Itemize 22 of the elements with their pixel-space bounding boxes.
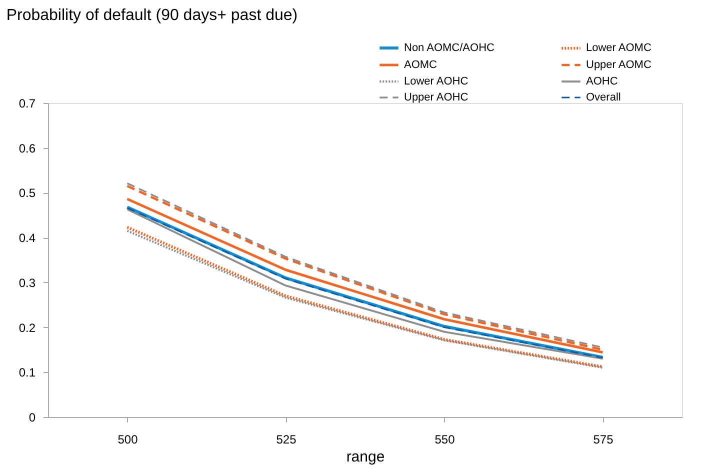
legend-label: Upper AOMC <box>586 59 652 71</box>
x-axis-title: range <box>346 448 385 466</box>
legend-label: Lower AOHC <box>404 76 468 88</box>
legend-label: AOHC <box>586 76 618 88</box>
y-tick-label: 0.1 <box>18 366 36 380</box>
y-tick-label: 0.3 <box>18 276 36 290</box>
y-tick-label: 0.5 <box>18 186 36 200</box>
y-tick-label: 0 <box>28 410 36 424</box>
x-tick-label: 575 <box>593 432 614 446</box>
legend-label: Lower AOMC <box>586 42 652 54</box>
y-tick-label: 0.2 <box>18 320 36 335</box>
y-tick-label: 0.4 <box>18 231 36 246</box>
legend-label: Non AOMC/AOHC <box>404 42 495 54</box>
y-tick-label: 0.6 <box>18 141 36 156</box>
x-tick-label: 525 <box>276 432 297 446</box>
legend-label: AOMC <box>404 59 438 71</box>
y-tick-label: 0.7 <box>18 96 36 110</box>
x-tick-label: 550 <box>434 432 456 446</box>
legend-label: Overall <box>586 92 621 104</box>
x-tick-label: 500 <box>118 432 138 446</box>
legend-label: Upper AOHC <box>404 92 468 104</box>
chart-title: Probability of default (90 days+ past due) <box>6 7 298 24</box>
